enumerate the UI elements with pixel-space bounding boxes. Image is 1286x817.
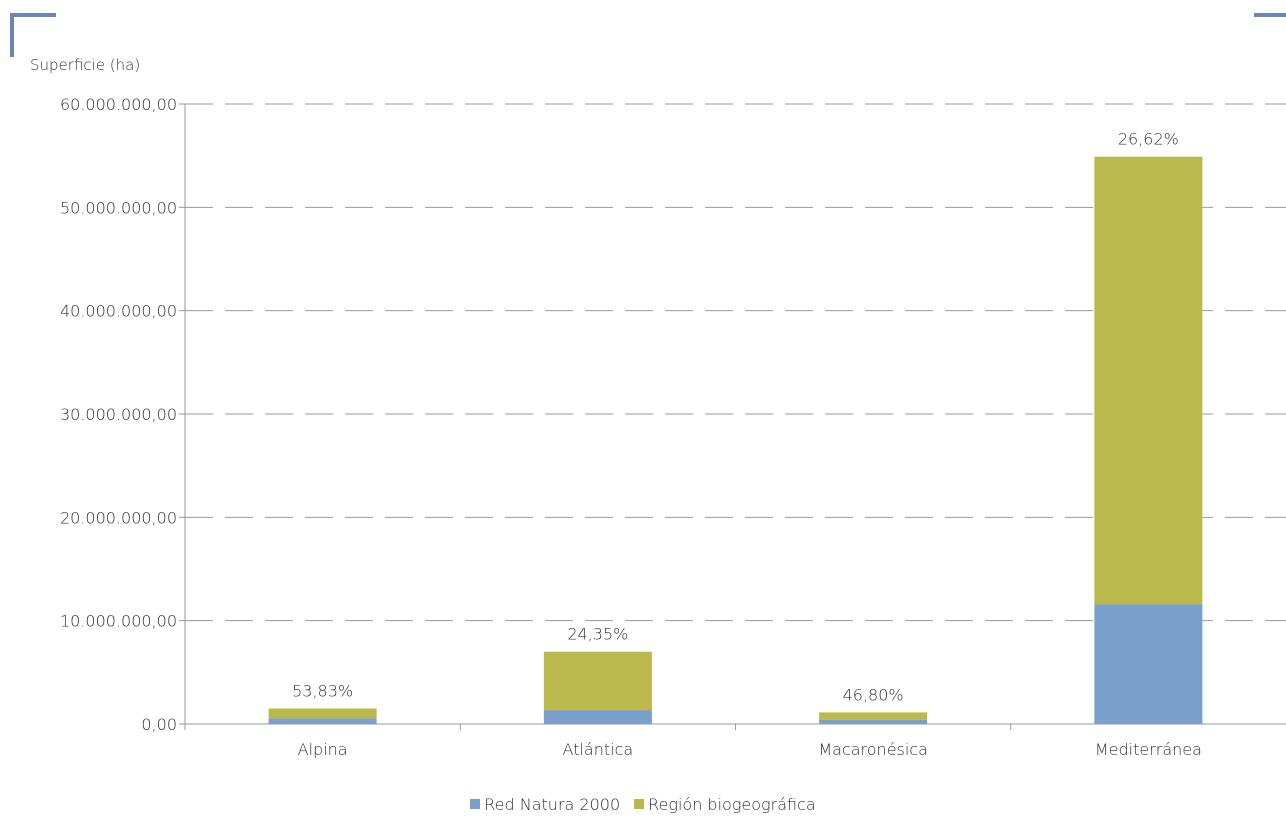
bar-red-natura [819,719,928,724]
x-tick-label: Macaronésica [818,740,928,759]
legend-item-red-natura: Red Natura 2000 [470,792,620,816]
y-tick-label: 0,00 [141,715,177,734]
y-tick-label: 50.000.000,00 [60,198,177,217]
y-tick-label: 30.000.000,00 [60,405,177,424]
legend-item-region: Región biogeográfica [634,792,816,816]
y-axis-title: Superficie (ha) [30,56,141,74]
y-tick-label: 60.000.000,00 [60,95,177,114]
x-tick-label: Mediterránea [1095,740,1202,759]
bar-red-natura [1094,604,1203,724]
bar-region [1094,156,1203,605]
x-tick-label: Alpina [298,740,348,759]
bar-region [268,708,377,719]
data-label: 26,62% [1118,130,1179,149]
legend-swatch-region [634,799,645,809]
data-label: 46,80% [843,685,904,704]
legend-swatch-red-natura [470,799,481,809]
bar-region [543,651,652,711]
corner-accent-left [10,13,14,57]
corner-accent-top [10,13,56,17]
y-tick-label: 20.000.000,00 [60,508,177,527]
data-label: 53,83% [292,682,353,701]
y-tick-label: 10.000.000,00 [60,612,177,631]
bar-region [819,712,928,720]
x-tick-label: Atlántica [563,740,634,759]
bar-red-natura [543,710,652,724]
data-label: 24,35% [567,625,628,644]
legend: Red Natura 2000 Región biogeográfica [0,792,1286,816]
legend-label-region: Región biogeográfica [648,794,816,814]
y-tick-label: 40.000.000,00 [60,302,177,321]
legend-label-red-natura: Red Natura 2000 [484,794,621,814]
bar-red-natura [268,718,377,724]
corner-accent-right [1254,13,1286,17]
